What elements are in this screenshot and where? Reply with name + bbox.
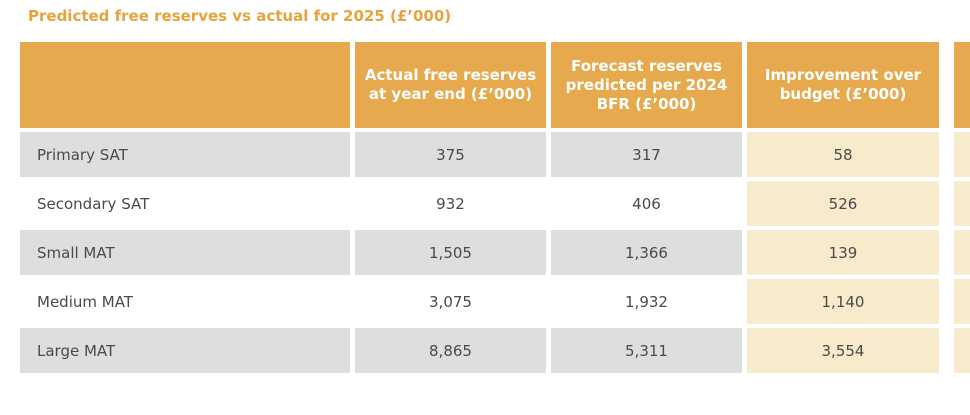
cell-forecast: 406 (551, 181, 742, 226)
cutoff-column-cell (954, 230, 970, 275)
cell-actual: 1,505 (355, 230, 546, 275)
header-cell-improvement: Improvement over budget (£’000) (747, 42, 939, 128)
cutoff-column-cell (954, 328, 970, 373)
row-label: Small MAT (20, 230, 350, 275)
cell-forecast: 1,932 (551, 279, 742, 324)
cell-improvement: 139 (747, 230, 939, 275)
cell-actual: 8,865 (355, 328, 546, 373)
cutoff-column-cell (954, 132, 970, 177)
cell-forecast: 1,366 (551, 230, 742, 275)
header-cell-blank (20, 42, 350, 128)
cell-improvement: 3,554 (747, 328, 939, 373)
cell-improvement: 526 (747, 181, 939, 226)
cell-actual: 375 (355, 132, 546, 177)
cutoff-column-cell (954, 181, 970, 226)
cell-improvement: 58 (747, 132, 939, 177)
page-title: Predicted free reserves vs actual for 20… (28, 7, 452, 25)
cell-forecast: 5,311 (551, 328, 742, 373)
cell-improvement: 1,140 (747, 279, 939, 324)
cell-actual: 3,075 (355, 279, 546, 324)
row-label: Medium MAT (20, 279, 350, 324)
header-cell-forecast: Forecast reserves predicted per 2024 BFR… (551, 42, 742, 128)
header-cell-actual: Actual free reserves at year end (£’000) (355, 42, 546, 128)
cutoff-column-header (954, 42, 970, 128)
reserves-table: Actual free reserves at year end (£’000)… (20, 42, 939, 373)
row-label: Large MAT (20, 328, 350, 373)
cutoff-column-cell (954, 279, 970, 324)
row-label: Secondary SAT (20, 181, 350, 226)
cell-actual: 932 (355, 181, 546, 226)
row-label: Primary SAT (20, 132, 350, 177)
cell-forecast: 317 (551, 132, 742, 177)
